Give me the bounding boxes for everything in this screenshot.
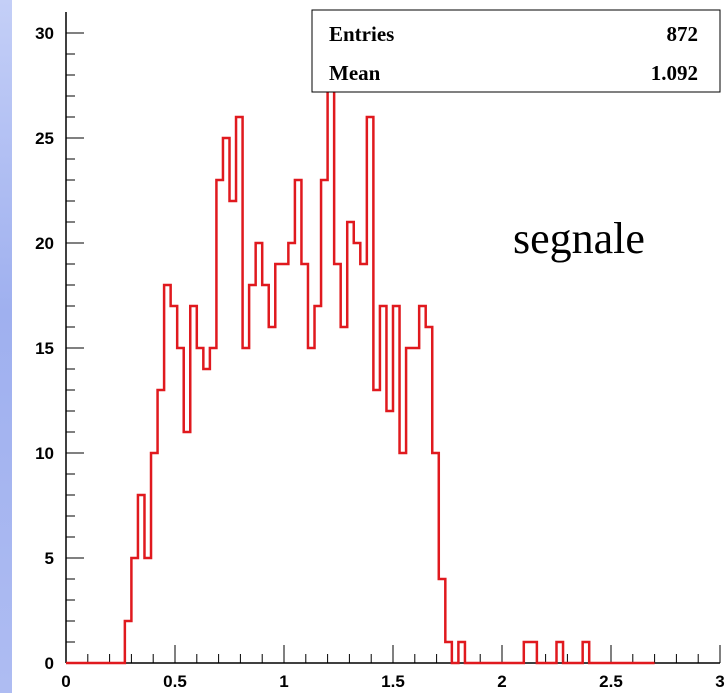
y-tick-label: 25 <box>35 129 54 148</box>
stats-mean-label: Mean <box>329 61 381 85</box>
x-tick-label: 0 <box>61 672 70 691</box>
y-tick-label: 10 <box>35 444 54 463</box>
stats-entries-label: Entries <box>329 22 394 46</box>
slide-left-border <box>0 0 12 693</box>
x-tick-label: 1.5 <box>381 672 405 691</box>
y-tick-label: 15 <box>35 339 54 358</box>
x-tick-label: 2 <box>497 672 506 691</box>
histogram-series <box>66 73 655 665</box>
x-tick-label: 1 <box>279 672 288 691</box>
y-tick-label: 30 <box>35 24 54 43</box>
x-axis: 0 0.5 1 1.5 2 2.5 3 <box>61 645 725 691</box>
stats-mean-value: 1.092 <box>651 61 698 85</box>
x-tick-label: 0.5 <box>163 672 187 691</box>
stats-box-frame <box>311 9 721 93</box>
x-tick-label: 3 <box>715 672 724 691</box>
y-tick-label: 20 <box>35 234 54 253</box>
y-tick-label: 5 <box>45 549 54 568</box>
annotation-segnale: segnale <box>513 214 645 263</box>
stats-box: Entries 872 Mean 1.092 <box>311 9 721 93</box>
y-tick-label: 0 <box>45 654 54 673</box>
stats-entries-value: 872 <box>667 22 699 46</box>
x-tick-label: 2.5 <box>599 672 623 691</box>
y-axis: 0 5 10 15 20 25 30 <box>35 24 84 673</box>
